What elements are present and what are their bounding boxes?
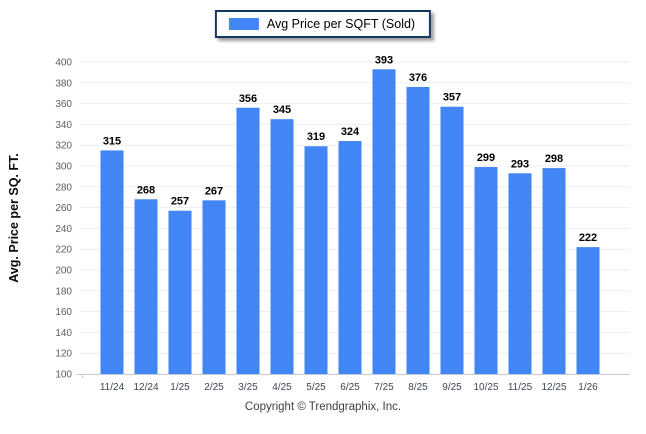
x-tick-label: 12/25	[541, 382, 566, 393]
y-tick-label: 100	[55, 370, 72, 381]
bar	[576, 247, 600, 374]
bar	[202, 200, 226, 374]
x-tick-label: 6/25	[340, 382, 360, 393]
bar	[406, 86, 430, 375]
y-tick-label: 220	[55, 245, 72, 256]
legend-swatch	[228, 18, 259, 30]
y-tick-label: 320	[55, 141, 72, 152]
x-tick-label: 5/25	[306, 382, 326, 393]
bar-chart: 100 120 140 160 180 200 220 240 260 280 300 320 340 3…	[7, 54, 630, 393]
x-tick-label: 11/25	[508, 382, 533, 393]
bar-value-label: 376	[409, 72, 427, 84]
bar-value-label: 299	[477, 152, 495, 164]
x-tick-label: 4/25	[272, 382, 292, 393]
copyright-text: Copyright © Trendgraphix, Inc.	[244, 401, 402, 413]
bar	[134, 199, 158, 374]
bar	[168, 210, 192, 374]
bar-value-label: 315	[103, 135, 121, 147]
legend-label: Avg Price per SQFT (Sold)	[266, 17, 416, 31]
x-tick-label: 3/25	[238, 382, 258, 393]
x-tick-label: 12/24	[133, 382, 158, 393]
bar-value-label: 357	[443, 92, 461, 104]
y-tick-label: 160	[55, 307, 72, 318]
x-tick-label: 1/26	[578, 382, 598, 393]
y-tick-label: 360	[55, 99, 72, 110]
y-tick-label: 120	[55, 349, 72, 360]
bar	[508, 173, 532, 374]
y-tick-label: 340	[55, 120, 72, 131]
bar	[270, 119, 294, 374]
y-tick-label: 260	[55, 203, 72, 214]
y-tick-label: 300	[55, 162, 72, 173]
bar-value-label: 393	[375, 54, 393, 66]
x-tick-label: 7/25	[374, 382, 394, 393]
y-tick-label: 200	[55, 266, 72, 277]
bar	[372, 69, 396, 374]
bar-value-label: 356	[239, 93, 257, 105]
x-tick-label: 9/25	[442, 382, 462, 393]
bar-value-label: 293	[511, 158, 529, 170]
x-tick-label: 1/25	[170, 382, 190, 393]
bar-value-label: 222	[579, 232, 597, 244]
y-tick-label: 400	[55, 58, 72, 69]
bar-value-label: 257	[171, 196, 189, 208]
y-tick-label: 180	[55, 286, 72, 297]
x-tick-label: 2/25	[204, 382, 224, 393]
y-tick-label: 280	[55, 182, 72, 193]
bar-value-label: 345	[273, 104, 291, 116]
bar	[542, 168, 566, 374]
x-tick-label: 11/24	[100, 382, 125, 393]
y-tick-label: 240	[55, 224, 72, 235]
bar	[338, 141, 362, 374]
legend: Avg Price per SQFT (Sold)	[214, 10, 432, 38]
bar	[474, 167, 498, 374]
bar	[304, 146, 328, 374]
y-tick-label: 380	[55, 78, 72, 89]
bar-value-label: 298	[545, 153, 563, 165]
y-axis-title: Avg. Price per SQ. FT.	[7, 153, 21, 282]
bar-value-label: 267	[205, 185, 223, 197]
x-tick-label: 10/25	[473, 382, 498, 393]
bar-value-label: 324	[341, 126, 360, 138]
y-tick-label: 140	[55, 328, 72, 339]
bar	[100, 150, 124, 374]
bar-value-label: 319	[307, 131, 325, 143]
bar-value-label: 268	[137, 184, 155, 196]
bar	[236, 107, 260, 374]
x-tick-label: 8/25	[408, 382, 428, 393]
bar	[440, 106, 464, 374]
